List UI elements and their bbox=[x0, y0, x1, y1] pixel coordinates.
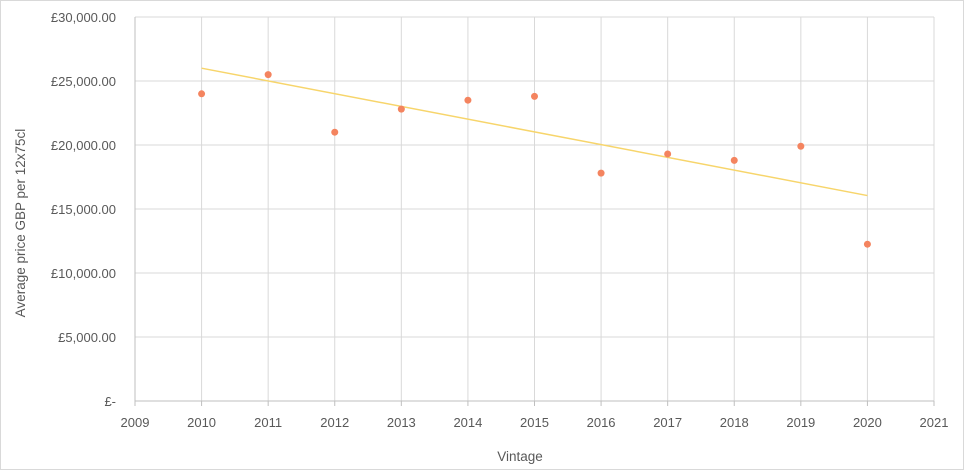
data-points bbox=[198, 71, 871, 248]
x-tick-label: 2011 bbox=[254, 415, 282, 430]
data-point bbox=[198, 90, 206, 98]
trendline-layer bbox=[201, 67, 868, 197]
x-tick-label: 2016 bbox=[587, 415, 616, 430]
y-tick-label: £15,000.00 bbox=[51, 202, 116, 217]
data-point bbox=[730, 156, 738, 164]
data-point bbox=[597, 169, 605, 177]
x-tick-label: 2015 bbox=[520, 415, 549, 430]
y-tick-label: £25,000.00 bbox=[51, 74, 116, 89]
gridlines bbox=[135, 16, 935, 401]
x-tick-label: 2014 bbox=[453, 415, 482, 430]
data-point bbox=[264, 71, 272, 79]
x-tick-label: 2012 bbox=[320, 415, 349, 430]
axes bbox=[134, 17, 935, 406]
data-point bbox=[797, 142, 805, 150]
x-tick-label: 2010 bbox=[187, 415, 216, 430]
y-tick-label: £10,000.00 bbox=[51, 266, 116, 281]
tick-labels: 2009 2010 2011 2012 2013 2014 2015 2016 2017 2018… bbox=[51, 10, 949, 430]
y-tick-label: £- bbox=[104, 394, 116, 409]
data-point bbox=[464, 96, 472, 104]
data-point bbox=[331, 128, 339, 136]
x-tick-label: 2018 bbox=[720, 415, 749, 430]
x-tick-label: 2013 bbox=[387, 415, 416, 430]
y-tick-label: £5,000.00 bbox=[58, 330, 116, 345]
y-tick-label: £30,000.00 bbox=[51, 10, 116, 25]
x-axis-title: Vintage bbox=[497, 449, 543, 464]
x-tick-label: 2021 bbox=[920, 415, 949, 430]
x-tick-label: 2020 bbox=[853, 415, 882, 430]
data-point bbox=[531, 92, 538, 100]
data-point bbox=[397, 105, 405, 113]
trendline bbox=[201, 67, 868, 197]
x-tick-label: 2019 bbox=[786, 415, 815, 430]
data-point bbox=[863, 240, 871, 248]
data-point bbox=[664, 150, 672, 158]
x-tick-label: 2017 bbox=[653, 415, 682, 430]
x-tick-label: 2009 bbox=[121, 415, 150, 430]
y-axis-title: Average price GBP per 12x75cl bbox=[13, 129, 28, 318]
y-tick-label: £20,000.00 bbox=[51, 138, 116, 153]
